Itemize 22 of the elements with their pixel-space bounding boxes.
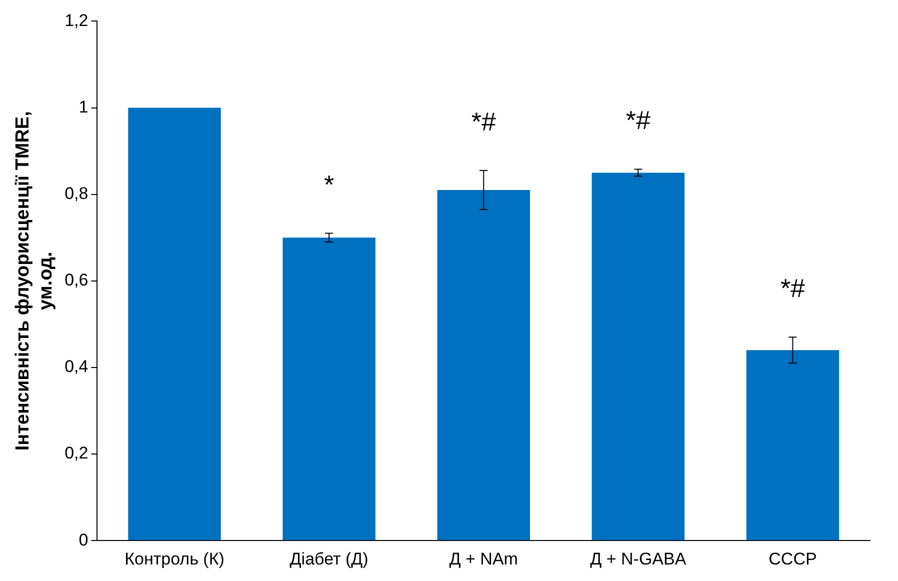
bar — [128, 108, 221, 540]
bar — [282, 238, 376, 540]
y-tick-label: 0,4 — [64, 357, 88, 376]
x-tick-label: Контроль (К) — [124, 549, 224, 568]
y-tick-label: 0,8 — [64, 184, 88, 204]
y-tick-label: 0,6 — [64, 270, 88, 290]
bar — [746, 350, 840, 540]
x-tick-label: CCCP — [768, 549, 817, 568]
x-tick-label: Д + N-GABA — [590, 549, 687, 568]
y-tick-label: 1,2 — [64, 10, 88, 30]
y-tick-label: 0 — [78, 530, 88, 550]
x-tick-label: Діабет (Д) — [290, 549, 368, 568]
bar — [592, 172, 685, 540]
y-tick-label: 0,2 — [64, 444, 88, 463]
annotation: *# — [471, 106, 496, 137]
annotation: *# — [626, 105, 651, 136]
bar — [437, 190, 530, 540]
annotation: * — [324, 169, 334, 200]
y-tick-label: 1 — [78, 97, 88, 116]
annotation: *# — [780, 273, 806, 304]
x-tick-label: Д + NAm — [449, 549, 518, 568]
y-axis-title: Інтенсивність флуорисценції TMRE, ум.од. — [12, 111, 56, 451]
